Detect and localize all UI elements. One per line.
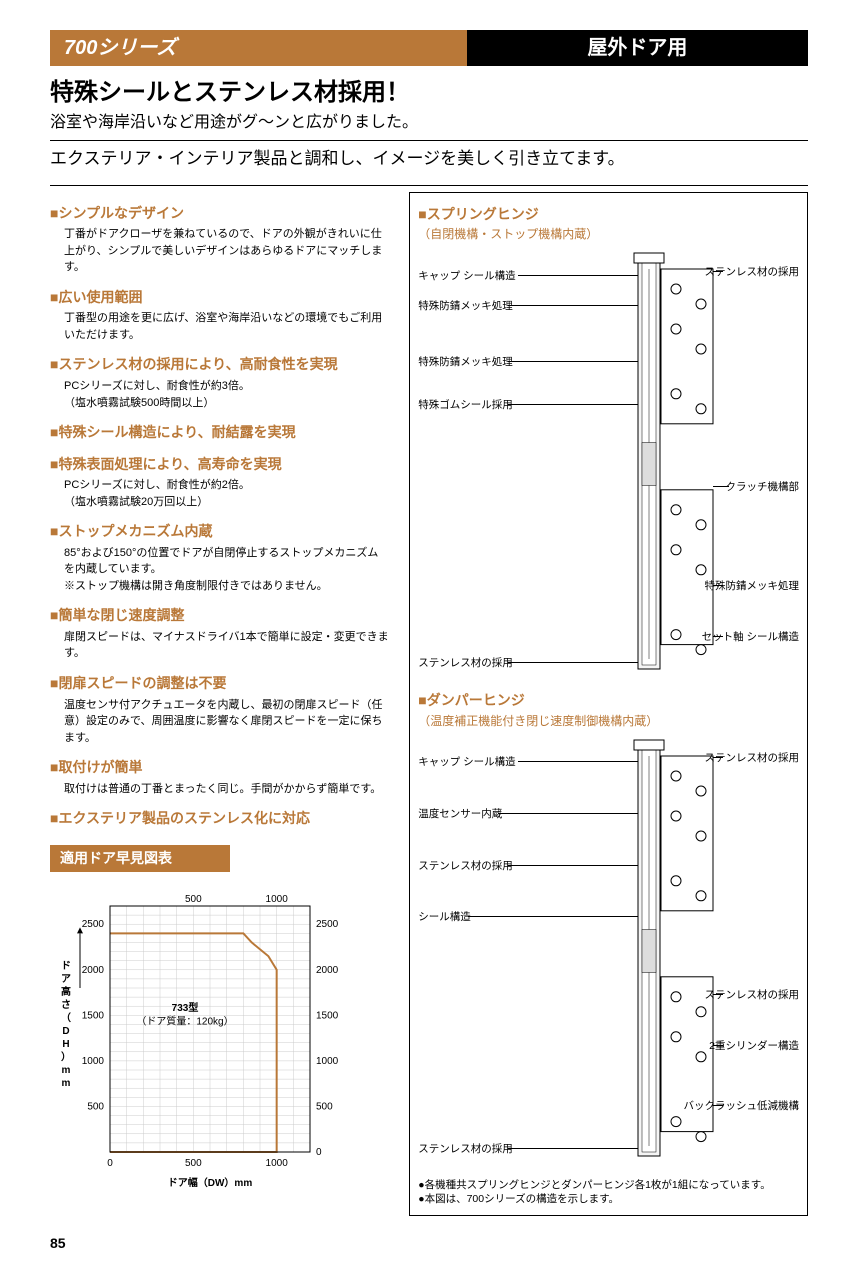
svg-text:1000: 1000 [316,1056,339,1067]
footnote-1: ●各機種共スプリングヒンジとダンパーヒンジ各1枚が1組になっています。 [418,1178,799,1193]
usage-badge: 屋外ドア用 [467,30,808,66]
svg-text:D: D [62,1026,69,1037]
damper-hinge-diagram: キャップ シール構造温度センサー内蔵ステンレス材の採用シール構造ステンレス材の採… [418,736,799,1166]
door-chart: 500 1000 1500 2000 2500 0 500 1000 1500 2000 2500 0… [50,882,389,1197]
divider [50,185,808,186]
feature-body: 取付けは普通の丁番とまったく同じ。手間がかからず簡単です。 [50,781,389,798]
feature-body: 丁番がドアクローザを兼ねているので、ドアの外観がきれいに仕上がり、シンプルで美し… [50,226,389,276]
spring-hinge-subtitle: （自閉機構・ストップ機構内蔵） [418,226,799,243]
diagram-column: ■スプリングヒンジ （自閉機構・ストップ機構内蔵） キャップ シール構造特殊防錆… [409,192,808,1216]
callout-label: シール構造 [418,910,471,925]
callout-label: 特殊ゴムシール採用 [418,398,513,413]
feature-body: 扉閉スピードは、マイナスドライバ1本で簡単に設定・変更できます。 [50,629,389,662]
callout-label: キャップ シール構造 [418,269,515,284]
feature-title: ■簡単な閉じ速度調整 [50,606,389,626]
feature-title: ■特殊表面処理により、高寿命を実現 [50,455,389,475]
svg-text:1500: 1500 [82,1011,105,1022]
series-badge: 700シリーズ [50,30,467,66]
svg-text:500: 500 [87,1102,104,1113]
svg-text:高: 高 [61,985,71,998]
callout-label: 温度センサー内蔵 [418,807,502,822]
feature-body: 85°および150°の位置でドアが自閉停止するストップメカニズムを内蔵しています… [50,545,389,595]
callout-label: バックラッシュ低減機構 [684,1099,800,1114]
callout-label: クラッチ機構部 [726,480,800,495]
svg-text:2000: 2000 [82,965,105,976]
header-bar: 700シリーズ 屋外ドア用 [50,30,808,66]
svg-text:1500: 1500 [316,1011,339,1022]
feature-title: ■ストップメカニズム内蔵 [50,522,389,542]
footnotes: ●各機種共スプリングヒンジとダンパーヒンジ各1枚が1組になっています。 ●本図は… [418,1178,799,1207]
callout-label: 特殊防錆メッキ処理 [418,299,513,314]
svg-text:1000: 1000 [266,894,289,905]
feature-body: 温度センサ付アクチュエータを内蔵し、最初の閉扉スピード（任意）設定のみで、周囲温… [50,697,389,747]
tagline: エクステリア・インテリア製品と調和し、イメージを美しく引き立てます。 [50,147,808,171]
callout-label: ステンレス材の採用 [705,265,800,280]
svg-text:（ドア質量：120kg）: （ドア質量：120kg） [136,1015,233,1028]
svg-text:2500: 2500 [82,920,105,931]
svg-text:（: （ [61,1011,71,1024]
callout-label: ステンレス材の採用 [705,988,800,1003]
feature-title: ■シンプルなデザイン [50,204,389,224]
callout-label: 特殊防錆メッキ処理 [418,355,513,370]
damper-hinge-subtitle: （温度補正機能付き閉じ速度制御機構内蔵） [418,713,799,730]
svg-text:ドア幅（DW）mm: ドア幅（DW）mm [168,1176,253,1189]
callout-label: 2重シリンダー構造 [709,1039,799,1054]
svg-text:733型: 733型 [172,1001,199,1014]
feature-column: ■シンプルなデザイン丁番がドアクローザを兼ねているので、ドアの外観がきれいに仕上… [50,192,389,1216]
svg-text:m: m [62,1078,71,1089]
feature-body: PCシリーズに対し、耐食性が約2倍。（塩水噴霧試験20万回以上） [50,477,389,510]
svg-text:1000: 1000 [82,1056,105,1067]
callout-label: セット軸 シール構造 [702,630,799,645]
callout-label: キャップ シール構造 [418,755,515,770]
spring-hinge-title: ■スプリングヒンジ [418,205,799,225]
feature-title: ■取付けが簡単 [50,758,389,778]
svg-text:）: ） [61,1050,71,1063]
damper-hinge-title: ■ダンパーヒンジ [418,691,799,711]
feature-title: ■ステンレス材の採用により、高耐食性を実現 [50,355,389,375]
svg-text:ド: ド [61,960,71,972]
spring-hinge-diagram: キャップ シール構造特殊防錆メッキ処理特殊防錆メッキ処理特殊ゴムシール採用ステン… [418,249,799,679]
feature-title: ■特殊シール構造により、耐結露を実現 [50,423,389,443]
svg-text:0: 0 [316,1147,322,1158]
feature-title: ■閉扉スピードの調整は不要 [50,674,389,694]
feature-title: ■エクステリア製品のステンレス化に対応 [50,809,389,829]
svg-text:2500: 2500 [316,920,339,931]
chart-title: 適用ドア早見図表 [50,845,230,873]
svg-text:m: m [62,1065,71,1076]
svg-text:2000: 2000 [316,965,339,976]
callout-label: ステンレス材の採用 [418,656,513,671]
divider [50,140,808,141]
svg-text:さ: さ [61,999,71,1011]
callout-label: ステンレス材の採用 [705,751,800,766]
headline: 特殊シールとステンレス材採用！ [50,76,808,110]
feature-body: PCシリーズに対し、耐食性が約3倍。（塩水噴霧試験500時間以上） [50,378,389,411]
callout-label: 特殊防錆メッキ処理 [705,579,800,594]
feature-body: 丁番型の用途を更に広げ、浴室や海岸沿いなどの環境でもご利用いただけます。 [50,310,389,343]
page-number: 85 [50,1234,808,1254]
svg-text:H: H [62,1039,69,1050]
feature-title: ■広い使用範囲 [50,288,389,308]
subhead: 浴室や海岸沿いなど用途がグ〜ンと広がりました。 [50,112,808,134]
svg-text:ア: ア [61,973,71,985]
svg-text:500: 500 [185,1158,202,1169]
svg-text:0: 0 [107,1158,113,1169]
svg-text:500: 500 [185,894,202,905]
callout-label: ステンレス材の採用 [418,1142,513,1157]
svg-text:500: 500 [316,1102,333,1113]
svg-text:1000: 1000 [266,1158,289,1169]
callout-label: ステンレス材の採用 [418,859,513,874]
